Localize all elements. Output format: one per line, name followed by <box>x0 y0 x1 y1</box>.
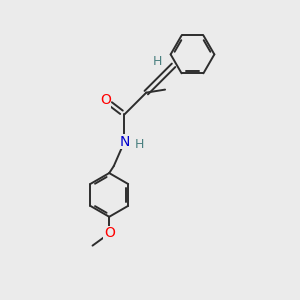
Text: H: H <box>135 138 144 151</box>
Text: H: H <box>153 55 163 68</box>
Text: N: N <box>119 135 130 149</box>
Text: O: O <box>100 93 111 107</box>
Text: O: O <box>104 226 115 241</box>
